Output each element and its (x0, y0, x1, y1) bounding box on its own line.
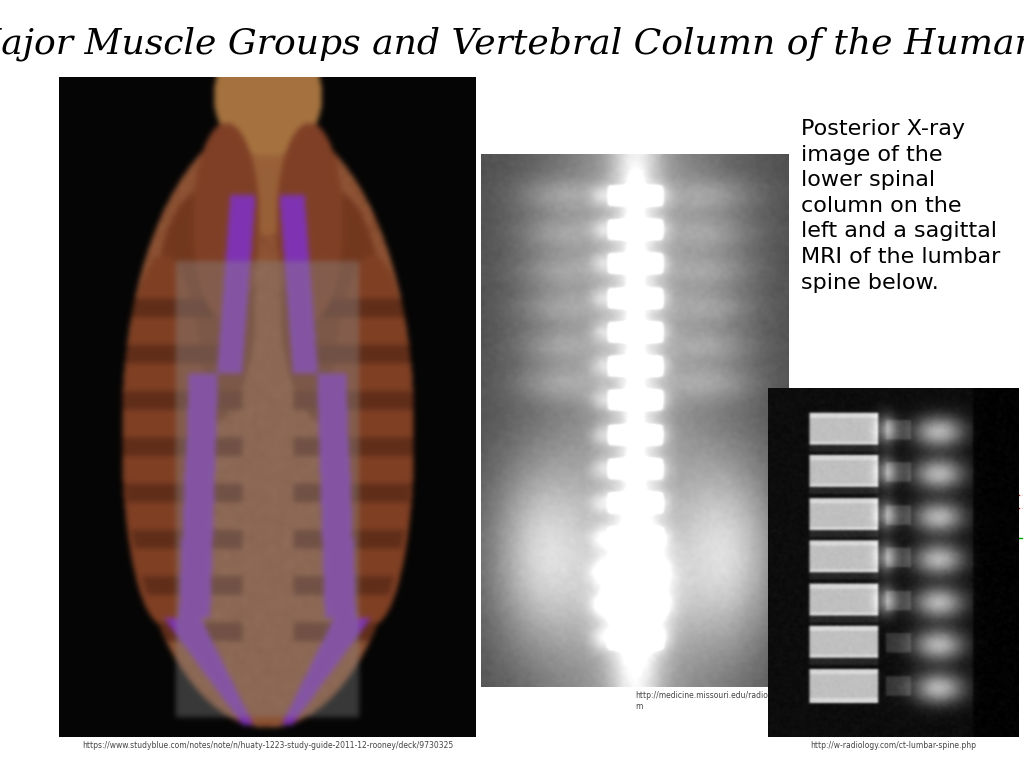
Text: L5: L5 (804, 574, 820, 586)
Text: 3: 3 (1007, 458, 1017, 472)
Text: L4: L4 (804, 531, 820, 544)
Text: http://w-radiology.com/ct-lumbar-spine.php: http://w-radiology.com/ct-lumbar-spine.p… (810, 741, 977, 750)
Text: L2: L2 (804, 447, 820, 459)
Text: Posterior X-ray
image of the
lower spinal
column on the
left and a sagittal
MRI : Posterior X-ray image of the lower spina… (801, 119, 1000, 293)
Text: L3: L3 (804, 489, 820, 502)
Text: L1: L1 (804, 407, 820, 419)
Text: The Major Muscle Groups and Vertebral Column of the Human Back: The Major Muscle Groups and Vertebral Co… (0, 27, 1024, 61)
Text: 1: 1 (770, 488, 780, 502)
Text: http://medicine.missouri.edu/radiology/0Cases/MSK/case1/case01.htm
m: http://medicine.missouri.edu/radiology/0… (635, 691, 905, 710)
Text: https://www.studyblue.com/notes/note/n/huaty-1223-study-guide-2011-12-rooney/dec: https://www.studyblue.com/notes/note/n/h… (82, 741, 454, 750)
Text: S1: S1 (803, 614, 821, 627)
Text: 2: 2 (1007, 500, 1017, 514)
